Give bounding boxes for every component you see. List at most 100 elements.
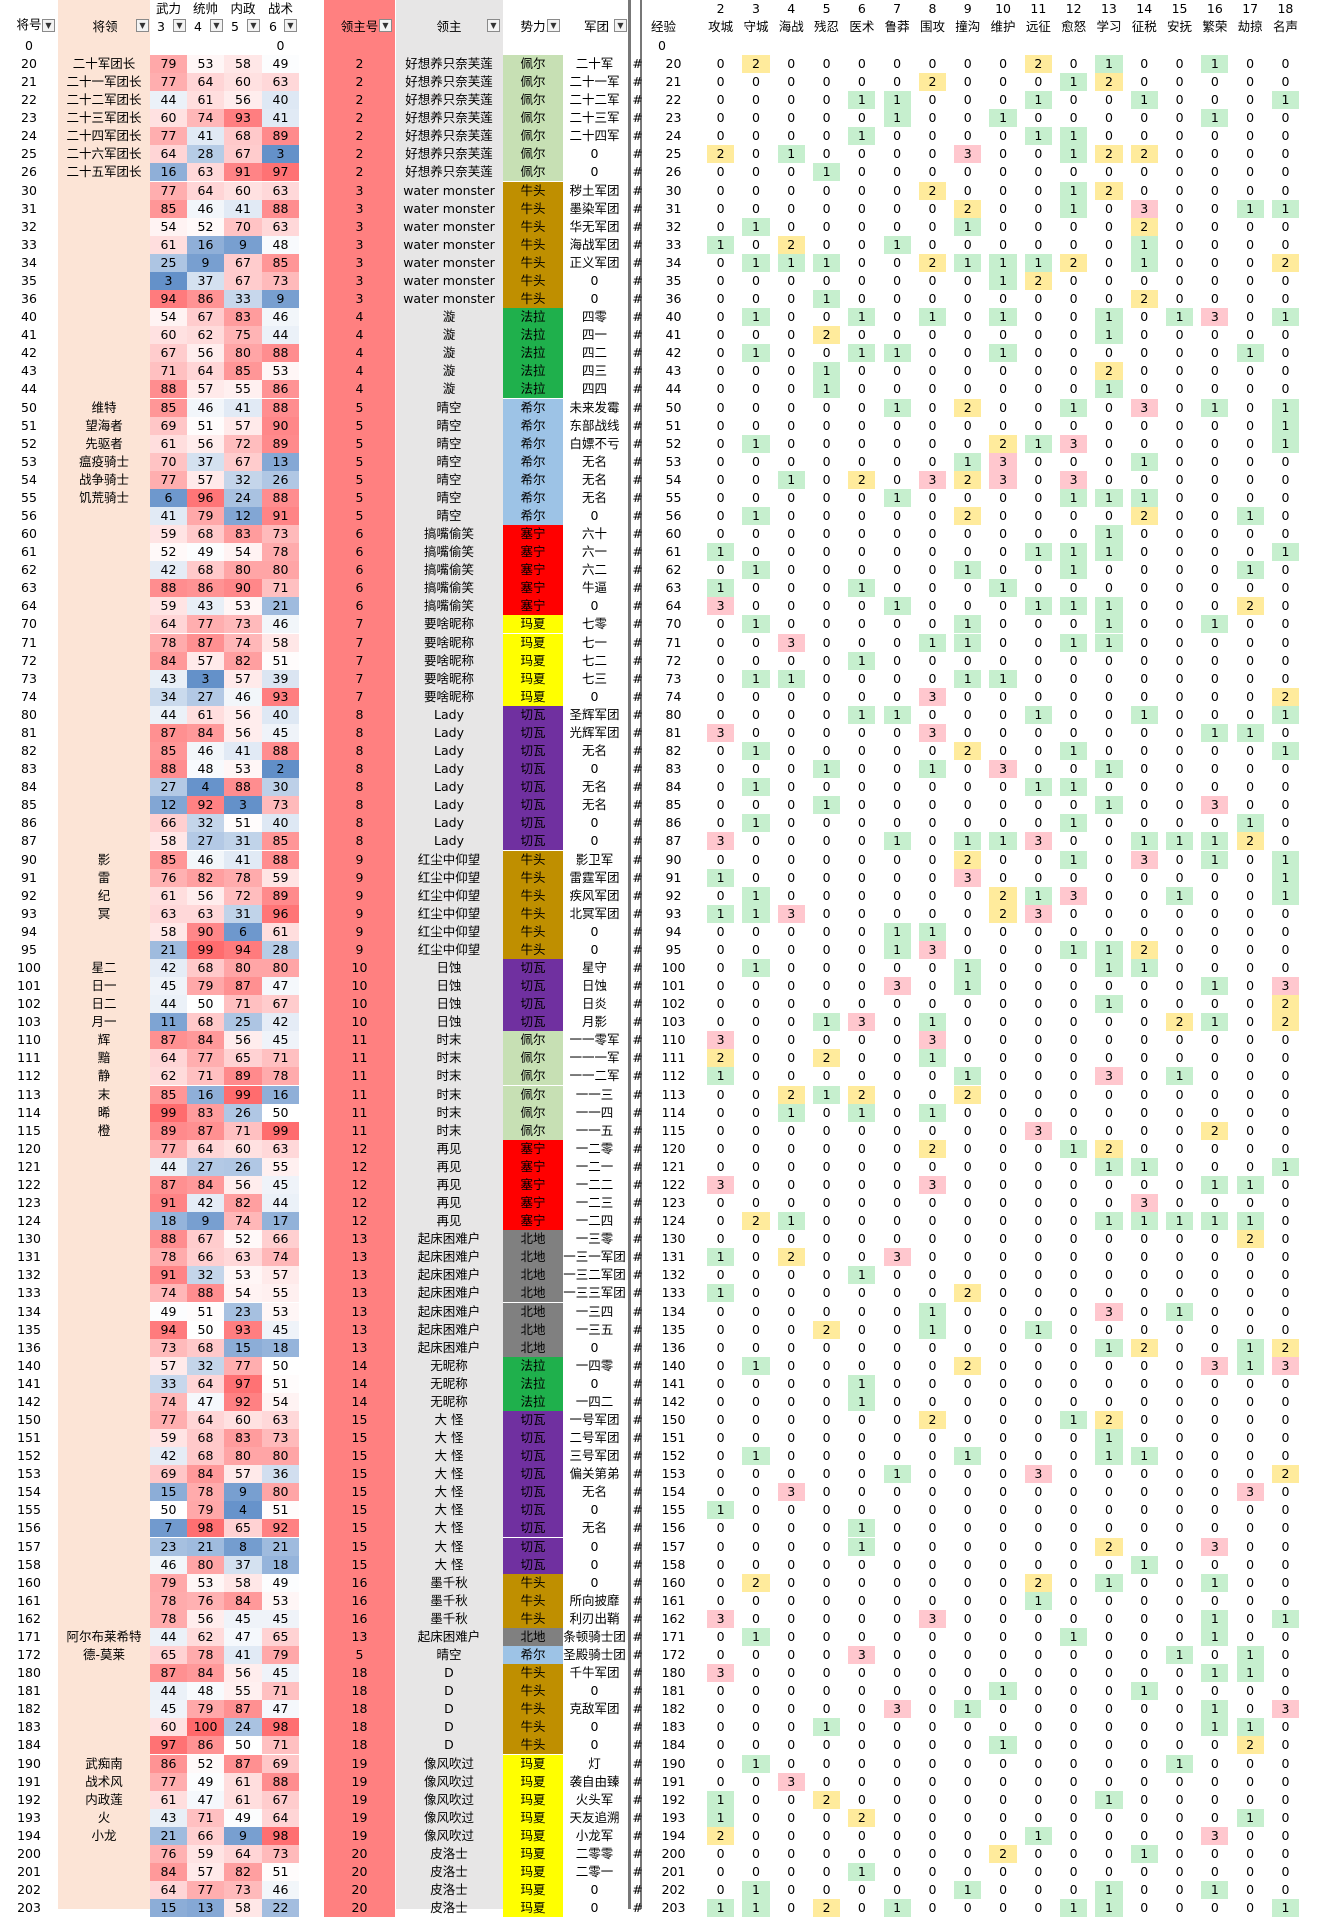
- skill-value[interactable]: 1: [742, 959, 770, 977]
- skill-value[interactable]: 0: [1210, 146, 1219, 161]
- general-name[interactable]: [58, 1176, 150, 1194]
- skill-value[interactable]: 0: [716, 1557, 725, 1572]
- skill-value[interactable]: 1: [1095, 525, 1123, 543]
- lord-name[interactable]: 大 怪: [434, 1502, 464, 1517]
- stat-wu[interactable]: 88: [150, 1230, 187, 1248]
- skill-header-num[interactable]: 4: [787, 1, 796, 16]
- skill-value[interactable]: 0: [999, 1050, 1008, 1065]
- skill-value[interactable]: 0: [787, 1828, 796, 1843]
- row-no[interactable]: 56: [21, 508, 37, 523]
- skill-value[interactable]: 0: [963, 183, 972, 198]
- stat-wu[interactable]: 58: [150, 832, 187, 850]
- stat-tong[interactable]: 46: [187, 200, 224, 218]
- skill-value[interactable]: 1: [707, 1899, 735, 1917]
- stat-nei[interactable]: 74: [224, 1212, 262, 1230]
- stat-tong[interactable]: 84: [187, 1465, 224, 1483]
- corps-name[interactable]: 四二: [581, 345, 607, 360]
- skill-value[interactable]: 0: [928, 1810, 937, 1825]
- force-name[interactable]: 切瓦: [503, 706, 563, 724]
- skill-value[interactable]: 0: [928, 1737, 937, 1752]
- skill-value[interactable]: 0: [963, 1683, 972, 1698]
- corps-name[interactable]: 一二零: [575, 1141, 614, 1156]
- skill-value[interactable]: 0: [1069, 924, 1078, 939]
- skill-value[interactable]: 0: [1210, 653, 1219, 668]
- lord-number[interactable]: 13: [324, 1303, 395, 1321]
- skill-value[interactable]: 0: [1210, 1195, 1219, 1210]
- stat-wu[interactable]: 87: [150, 724, 187, 742]
- skill-value[interactable]: 0: [787, 1629, 796, 1644]
- stat-tong[interactable]: 46: [187, 399, 224, 417]
- skill-value[interactable]: 0: [1069, 1846, 1078, 1861]
- skill-value[interactable]: 1: [1165, 832, 1194, 850]
- exp-row-no[interactable]: 82: [665, 743, 682, 758]
- skill-value[interactable]: 1: [1236, 1357, 1264, 1375]
- force-name[interactable]: 法拉: [503, 326, 563, 344]
- skill-value[interactable]: 0: [822, 1249, 831, 1264]
- skill-value[interactable]: 0: [963, 490, 972, 505]
- lord-number[interactable]: 3: [324, 218, 395, 236]
- force-name[interactable]: 北地: [503, 1321, 563, 1339]
- skill-value[interactable]: 0: [1175, 1629, 1184, 1644]
- corps-name[interactable]: 牛逼: [581, 580, 607, 595]
- skill-value[interactable]: 0: [716, 761, 725, 776]
- skill-value[interactable]: 0: [1210, 291, 1219, 306]
- skill-value[interactable]: 2: [707, 145, 735, 163]
- skill-value[interactable]: 0: [999, 237, 1008, 252]
- lord-number[interactable]: 5: [324, 1646, 395, 1664]
- skill-value[interactable]: 0: [999, 56, 1008, 71]
- skill-value[interactable]: 0: [716, 1448, 725, 1463]
- skill-value[interactable]: 1: [1024, 1827, 1052, 1845]
- skill-value[interactable]: 1: [1130, 832, 1158, 850]
- skill-value[interactable]: 0: [822, 1701, 831, 1716]
- skill-value[interactable]: 0: [963, 1557, 972, 1572]
- stat-tong[interactable]: 61: [187, 91, 224, 109]
- row-no[interactable]: 42: [21, 345, 37, 360]
- skill-value[interactable]: 0: [751, 1032, 760, 1047]
- skill-value[interactable]: 0: [928, 1882, 937, 1897]
- skill-value[interactable]: 0: [716, 1141, 725, 1156]
- stat-wu[interactable]: 54: [150, 218, 187, 236]
- skill-value[interactable]: 1: [1060, 597, 1088, 615]
- skill-value[interactable]: 0: [1246, 454, 1255, 469]
- overflow-hash[interactable]: #: [632, 56, 643, 71]
- skill-value[interactable]: 0: [751, 725, 760, 740]
- overflow-hash[interactable]: #: [632, 1665, 643, 1680]
- skill-value[interactable]: 2: [848, 471, 876, 489]
- lord-name[interactable]: 再见: [436, 1177, 462, 1192]
- skill-value[interactable]: 0: [716, 1412, 725, 1427]
- skill-value[interactable]: 0: [1175, 906, 1184, 921]
- skill-value[interactable]: 0: [822, 689, 831, 704]
- lord-number[interactable]: 20: [324, 1881, 395, 1899]
- general-name[interactable]: [58, 1357, 150, 1375]
- skill-value[interactable]: 1: [1165, 308, 1194, 326]
- exp-row-no[interactable]: 113: [661, 1087, 686, 1102]
- corps-name[interactable]: 一三二军团: [563, 1267, 626, 1282]
- skill-value[interactable]: 0: [857, 418, 866, 433]
- force-name[interactable]: 玛夏: [503, 1791, 563, 1809]
- stat-nei[interactable]: 31: [224, 905, 262, 923]
- stat-wu[interactable]: 87: [150, 1176, 187, 1194]
- stat-wu[interactable]: 11: [150, 1013, 187, 1031]
- skill-value[interactable]: 0: [963, 1539, 972, 1554]
- skill-value[interactable]: 0: [999, 743, 1008, 758]
- skill-value[interactable]: 1: [742, 905, 770, 923]
- skill-value[interactable]: 1: [1095, 1574, 1123, 1592]
- stat-zhan[interactable]: 45: [262, 1610, 299, 1628]
- filter-general-button[interactable]: ▼: [136, 19, 149, 32]
- skill-value[interactable]: 1: [1060, 182, 1088, 200]
- skill-value[interactable]: 0: [893, 1376, 902, 1391]
- exp-row-no[interactable]: 160: [661, 1575, 686, 1590]
- row-no[interactable]: 123: [17, 1195, 41, 1210]
- skill-value[interactable]: 0: [751, 1792, 760, 1807]
- skill-value[interactable]: 0: [1281, 363, 1290, 378]
- general-name[interactable]: [58, 290, 150, 308]
- skill-value[interactable]: 0: [751, 74, 760, 89]
- skill-value[interactable]: 0: [1281, 1647, 1290, 1662]
- skill-value[interactable]: 0: [1104, 779, 1113, 794]
- skill-value[interactable]: 0: [999, 74, 1008, 89]
- skill-value[interactable]: 0: [1246, 1195, 1255, 1210]
- skill-value[interactable]: 0: [751, 237, 760, 252]
- general-name[interactable]: [58, 1718, 150, 1736]
- force-name[interactable]: 玛夏: [503, 1755, 563, 1773]
- stat-nei[interactable]: 45: [224, 1610, 262, 1628]
